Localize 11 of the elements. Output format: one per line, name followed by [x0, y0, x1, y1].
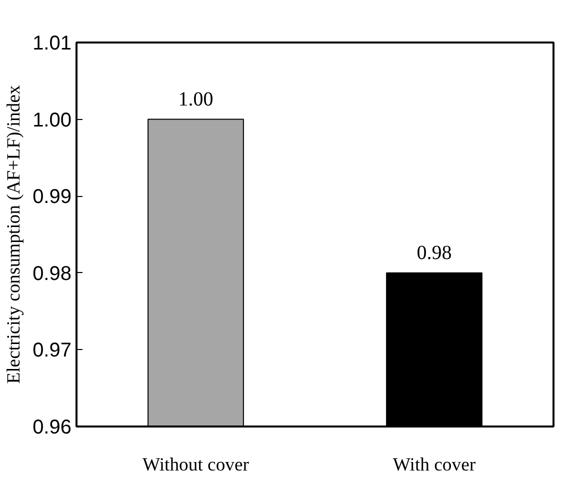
- y-tick-label: 0.97: [32, 340, 72, 362]
- data-label: 1.00: [178, 88, 214, 110]
- y-tick-label: 0.98: [32, 262, 72, 285]
- y-tick-label: 1.00: [32, 109, 72, 132]
- y-tick-label: 0.99: [32, 186, 72, 208]
- data-label: 0.98: [416, 242, 452, 264]
- y-tick-label: 0.96: [32, 416, 72, 438]
- x-tick-label: With cover: [392, 454, 476, 476]
- y-axis-title: Electricity consumption (AF+LF)/index: [4, 84, 25, 384]
- x-tick-label: Without cover: [142, 454, 250, 476]
- y-tick-label: 1.01: [32, 32, 72, 54]
